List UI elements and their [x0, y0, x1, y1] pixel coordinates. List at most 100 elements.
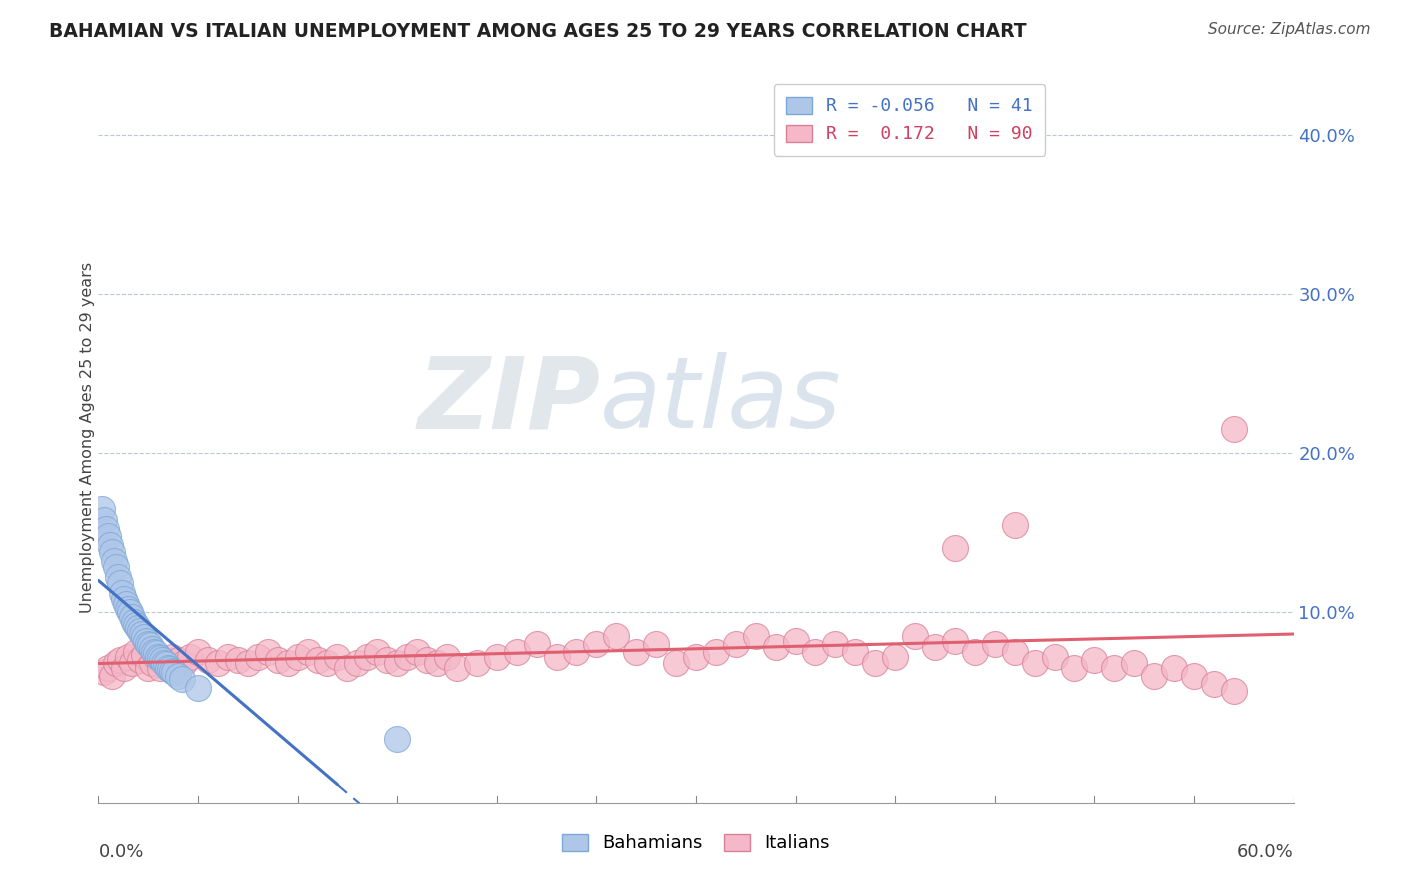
Point — [943, 541, 966, 556]
Point — [101, 668, 124, 682]
Point — [160, 649, 183, 664]
Point — [125, 645, 148, 659]
Text: Source: ZipAtlas.com: Source: ZipAtlas.com — [1208, 22, 1371, 37]
Point — [396, 649, 419, 664]
Point — [824, 637, 846, 651]
Point — [110, 576, 132, 591]
Point — [436, 649, 458, 664]
Point — [167, 653, 190, 667]
Point — [546, 649, 568, 664]
Point — [145, 649, 167, 664]
Point — [665, 656, 688, 670]
Point — [426, 656, 449, 670]
Point — [120, 605, 142, 619]
Point — [135, 633, 157, 648]
Point — [97, 529, 120, 543]
Point — [785, 633, 807, 648]
Point — [765, 640, 787, 654]
Point — [124, 615, 146, 629]
Point — [804, 645, 827, 659]
Point — [141, 656, 163, 670]
Point — [465, 656, 488, 670]
Point — [101, 544, 124, 558]
Point — [91, 501, 114, 516]
Text: BAHAMIAN VS ITALIAN UNEMPLOYMENT AMONG AGES 25 TO 29 YEARS CORRELATION CHART: BAHAMIAN VS ITALIAN UNEMPLOYMENT AMONG A… — [49, 22, 1026, 41]
Point — [148, 649, 170, 664]
Point — [155, 657, 177, 672]
Point — [136, 660, 159, 674]
Point — [187, 645, 209, 659]
Point — [865, 656, 887, 670]
Point — [93, 665, 115, 680]
Point — [316, 656, 339, 670]
Text: atlas: atlas — [600, 352, 842, 449]
Point — [134, 648, 156, 662]
Point — [121, 656, 143, 670]
Point — [127, 621, 149, 635]
Point — [226, 653, 249, 667]
Point — [1104, 660, 1126, 674]
Point — [112, 592, 135, 607]
Point — [1024, 656, 1046, 670]
Legend: Bahamians, Italians: Bahamians, Italians — [555, 826, 837, 860]
Point — [506, 645, 529, 659]
Point — [107, 570, 129, 584]
Point — [149, 660, 172, 674]
Point — [163, 665, 186, 680]
Point — [626, 645, 648, 659]
Point — [145, 646, 167, 660]
Point — [115, 597, 138, 611]
Point — [217, 649, 239, 664]
Point — [724, 637, 747, 651]
Point — [526, 637, 548, 651]
Point — [1223, 684, 1246, 698]
Point — [1163, 660, 1185, 674]
Point — [326, 649, 349, 664]
Point — [173, 656, 195, 670]
Point — [366, 645, 388, 659]
Text: ZIP: ZIP — [418, 352, 600, 449]
Point — [375, 653, 398, 667]
Point — [336, 660, 359, 674]
Point — [150, 653, 173, 667]
Point — [139, 639, 162, 653]
Point — [236, 656, 259, 670]
Point — [1004, 645, 1026, 659]
Point — [111, 586, 134, 600]
Point — [1202, 676, 1225, 690]
Point — [159, 662, 181, 676]
Point — [346, 656, 368, 670]
Point — [246, 649, 269, 664]
Point — [446, 660, 468, 674]
Point — [129, 653, 152, 667]
Point — [96, 522, 118, 536]
Point — [98, 538, 122, 552]
Point — [844, 645, 866, 659]
Point — [256, 645, 278, 659]
Point — [149, 651, 172, 665]
Text: 0.0%: 0.0% — [98, 843, 143, 861]
Point — [167, 668, 190, 682]
Point — [1223, 422, 1246, 436]
Point — [685, 649, 707, 664]
Point — [207, 656, 229, 670]
Point — [963, 645, 986, 659]
Point — [1143, 668, 1166, 682]
Point — [1063, 660, 1085, 674]
Point — [136, 637, 159, 651]
Point — [172, 672, 194, 686]
Y-axis label: Unemployment Among Ages 25 to 29 years: Unemployment Among Ages 25 to 29 years — [80, 261, 94, 613]
Point — [406, 645, 429, 659]
Point — [704, 645, 727, 659]
Point — [943, 633, 966, 648]
Point — [125, 617, 148, 632]
Point — [605, 629, 627, 643]
Point — [129, 624, 152, 638]
Point — [485, 649, 508, 664]
Point — [131, 627, 153, 641]
Point — [179, 649, 201, 664]
Point — [197, 653, 219, 667]
Point — [112, 660, 135, 674]
Point — [924, 640, 946, 654]
Point — [645, 637, 668, 651]
